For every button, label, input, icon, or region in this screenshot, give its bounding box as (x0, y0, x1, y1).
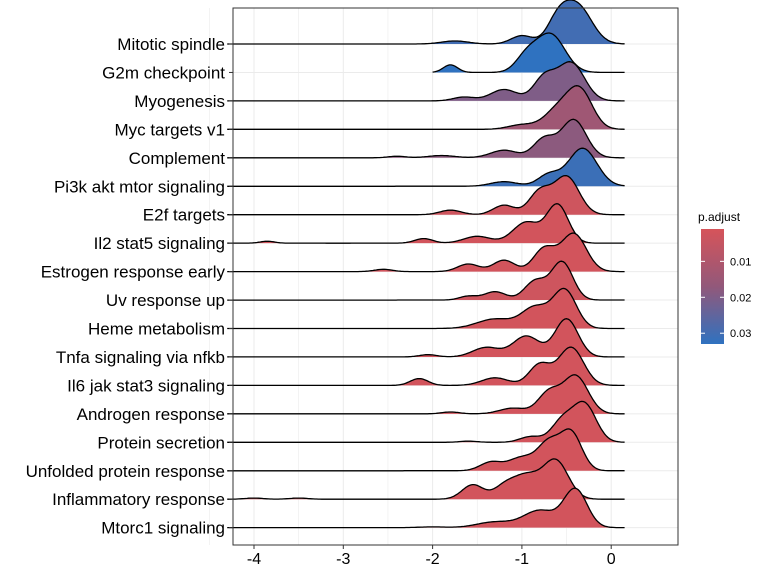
ridge-area (432, 33, 625, 73)
y-tick-label: Uv response up (106, 291, 225, 310)
ridge-area (227, 347, 625, 386)
y-tick-label: Protein secretion (97, 433, 225, 452)
ridge-il2-stat5-signaling (227, 203, 625, 244)
legend-colorbar (701, 229, 724, 344)
ridge-line (227, 0, 625, 45)
ridge-protein-secretion (227, 400, 625, 443)
ridge-area (227, 175, 625, 215)
ridge-tnfa-signaling-via-nfkb (227, 318, 625, 358)
y-axis: Mitotic spindle G2m checkpoint Myogenesis M… (26, 35, 233, 538)
y-tick-label: Mitotic spindle (117, 35, 225, 54)
ridge-area (227, 85, 625, 130)
ridge-line (227, 374, 625, 415)
ridge-line (227, 458, 625, 500)
ridge-area (227, 233, 625, 272)
y-tick-label: Myc targets v1 (114, 120, 225, 139)
ridge-area (227, 428, 625, 471)
plot-panel-border (232, 7, 679, 546)
ridge-estrogen-response-early (227, 232, 625, 273)
ridge-area (227, 458, 625, 500)
y-tick-label: E2f targets (143, 206, 225, 225)
x-tick-label: -2 (425, 551, 439, 568)
ridge-area (227, 488, 625, 528)
ridge-myc-targets-v1 (227, 85, 625, 130)
ridge-line (227, 428, 625, 472)
x-tick-label: -4 (247, 551, 261, 568)
ridge-area (227, 261, 625, 301)
y-tick-label: Estrogen response early (41, 263, 226, 282)
ridge-mtorc1-signaling (227, 487, 625, 529)
y-tick-label: G2m checkpoint (102, 63, 225, 82)
ridge-line (227, 147, 625, 187)
x-tick-label: -3 (336, 551, 350, 568)
ridge-line (227, 118, 625, 159)
ridge-area (227, 0, 625, 44)
ridge-line (227, 174, 625, 216)
y-tick-label: Complement (129, 149, 226, 168)
x-tick-label: -1 (515, 551, 529, 568)
ridge-line (227, 203, 625, 244)
ridge-area (227, 318, 625, 357)
ridge-line (227, 85, 625, 130)
x-axis: -4 -3 -2 -1 0 (247, 545, 616, 568)
y-tick-label: Unfolded protein response (26, 462, 225, 481)
ridge-mitotic-spindle (227, 0, 625, 45)
y-tick-label: Heme metabolism (88, 320, 225, 339)
ridge-line (227, 487, 625, 529)
ridge-line (227, 260, 625, 301)
ridge-il6-jak-stat3-signaling (227, 346, 625, 387)
ridge-line (227, 287, 625, 330)
ridge-unfolded-protein-response (227, 428, 625, 472)
legend-tick-label: 0.03 (730, 328, 751, 340)
ridge-line (227, 61, 625, 102)
ridge-e2f-targets (227, 174, 625, 216)
y-tick-label: Tnfa signaling via nfkb (56, 348, 225, 367)
ridge-line (227, 318, 625, 358)
y-tick-label: Androgen response (77, 405, 225, 424)
y-tick-label: Il2 stat5 signaling (94, 234, 225, 253)
ridge-line (432, 32, 625, 74)
y-tick-label: Myogenesis (134, 92, 225, 111)
ridge-area (227, 203, 625, 244)
ridge-line (227, 400, 625, 443)
ridge-heme-metabolism (227, 287, 625, 330)
y-tick-label: Mtorc1 signaling (101, 519, 225, 538)
ridge-line (227, 232, 625, 273)
ridge-area (227, 288, 625, 329)
y-tick-label: Pi3k akt mtor signaling (54, 177, 225, 196)
y-tick-label: Il6 jak stat3 signaling (67, 376, 225, 395)
x-tick-label: 0 (607, 551, 616, 568)
ridge-g2m-checkpoint (432, 32, 625, 74)
legend-tick-label: 0.01 (730, 256, 751, 268)
legend: p.adjust 0.01 0.02 0.03 (698, 210, 751, 344)
ridges (227, 0, 625, 529)
y-tick-label: Inflammatory response (52, 490, 225, 509)
legend-tick-label: 0.02 (730, 292, 751, 304)
ridge-uv-response-up (227, 260, 625, 301)
ridge-inflammatory-response (227, 458, 625, 500)
ridge-pi3k-akt-mtor-signaling (227, 147, 625, 187)
legend-ticks: 0.01 0.02 0.03 (701, 256, 751, 340)
ridge-line (227, 346, 625, 387)
ridge-area (227, 401, 625, 443)
ridge-area (227, 148, 625, 187)
legend-title: p.adjust (698, 210, 741, 224)
